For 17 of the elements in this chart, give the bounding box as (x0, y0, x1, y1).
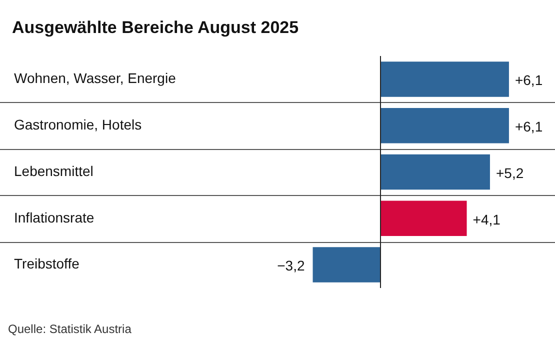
y-tick-label: Treibstoffe (14, 256, 80, 272)
bar (312, 247, 380, 282)
data-label: +4,1 (472, 211, 501, 228)
data-label: +5,2 (496, 164, 524, 181)
bar (380, 154, 490, 190)
data-label: +6,1 (514, 118, 543, 134)
bar (380, 62, 509, 97)
data-label: −3,2 (277, 258, 305, 274)
source-note: Quelle: Statistik Austria (8, 322, 132, 336)
bar (380, 108, 509, 144)
y-tick-label: Wohnen, Wasser, Energie (14, 70, 176, 86)
y-tick-label: Gastronomie, Hotels (14, 116, 142, 132)
y-tick-label: Inflationsrate (14, 209, 94, 226)
data-label: +6,1 (514, 72, 543, 88)
y-tick-label: Lebensmittel (14, 162, 94, 179)
text: Ausgewählte Bereiche August 2025 (12, 18, 299, 38)
bar (380, 200, 467, 236)
